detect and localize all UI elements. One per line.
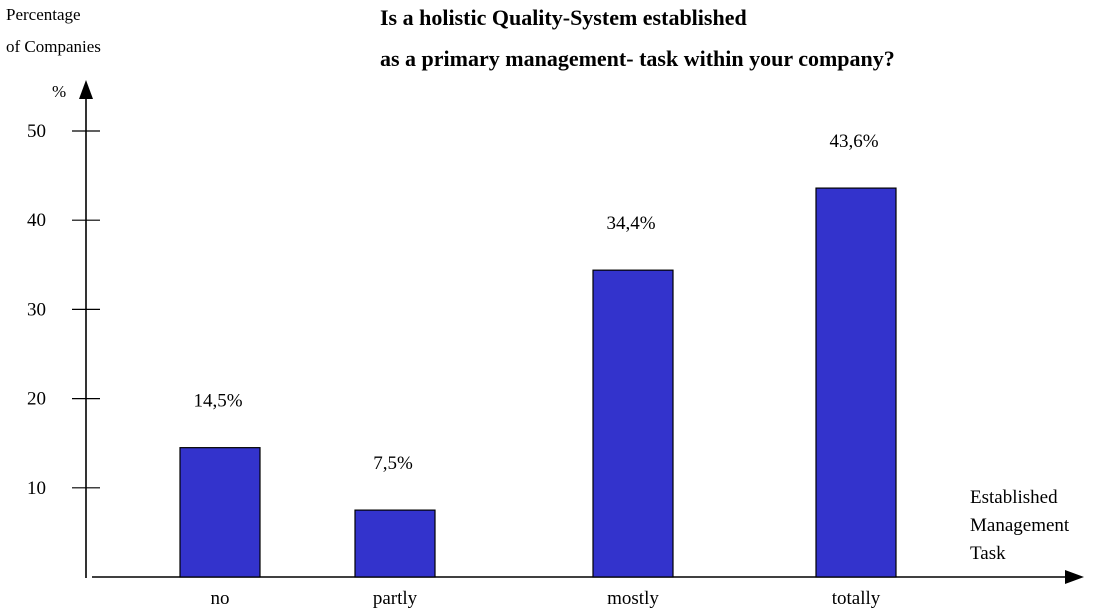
x-category-label: totally bbox=[832, 588, 881, 608]
x-axis-label: Established Management Task bbox=[970, 487, 1070, 564]
chart-title-line-1: Is a holistic Quality-System established bbox=[380, 5, 747, 30]
x-axis-label-line-1: Established bbox=[970, 487, 1058, 508]
data-label: 7,5% bbox=[373, 453, 413, 474]
y-tick-label: 30 bbox=[27, 299, 46, 320]
y-tick-label: 50 bbox=[27, 121, 46, 142]
y-axis-arrow-icon bbox=[79, 80, 93, 99]
data-label: 14,5% bbox=[193, 391, 242, 412]
x-axis-label-line-2: Management bbox=[970, 515, 1070, 536]
chart-title-line-2: as a primary management- task within you… bbox=[380, 46, 895, 71]
y-axis-unit: % bbox=[52, 82, 66, 101]
y-tick-label: 10 bbox=[27, 478, 46, 499]
y-axis-label-line-1: Percentage bbox=[6, 5, 81, 24]
x-category-label: no bbox=[211, 588, 230, 608]
chart-bars bbox=[179, 187, 897, 578]
bar-mostly bbox=[592, 269, 674, 578]
chart-title: Is a holistic Quality-System established… bbox=[380, 5, 895, 71]
x-axis-label-line-3: Task bbox=[970, 543, 1006, 564]
y-axis-label-line-2: of Companies bbox=[6, 37, 101, 56]
bar-partly bbox=[354, 509, 436, 578]
x-category-label: partly bbox=[373, 588, 418, 608]
bar-totally bbox=[815, 187, 897, 578]
chart-axes: 10 20 30 40 50 bbox=[27, 80, 1084, 584]
chart-labels: no 14,5% partly 7,5% mostly 34,4% totally 43,6% bbox=[193, 131, 881, 609]
y-tick-label: 20 bbox=[27, 389, 46, 410]
x-axis-arrow-icon bbox=[1065, 570, 1084, 584]
data-label: 34,4% bbox=[606, 213, 655, 234]
data-label: 43,6% bbox=[829, 131, 878, 152]
y-tick-label: 40 bbox=[27, 210, 46, 231]
bar-no bbox=[179, 447, 261, 578]
x-category-label: mostly bbox=[607, 588, 659, 608]
y-axis-label: Percentage of Companies % bbox=[6, 5, 101, 101]
